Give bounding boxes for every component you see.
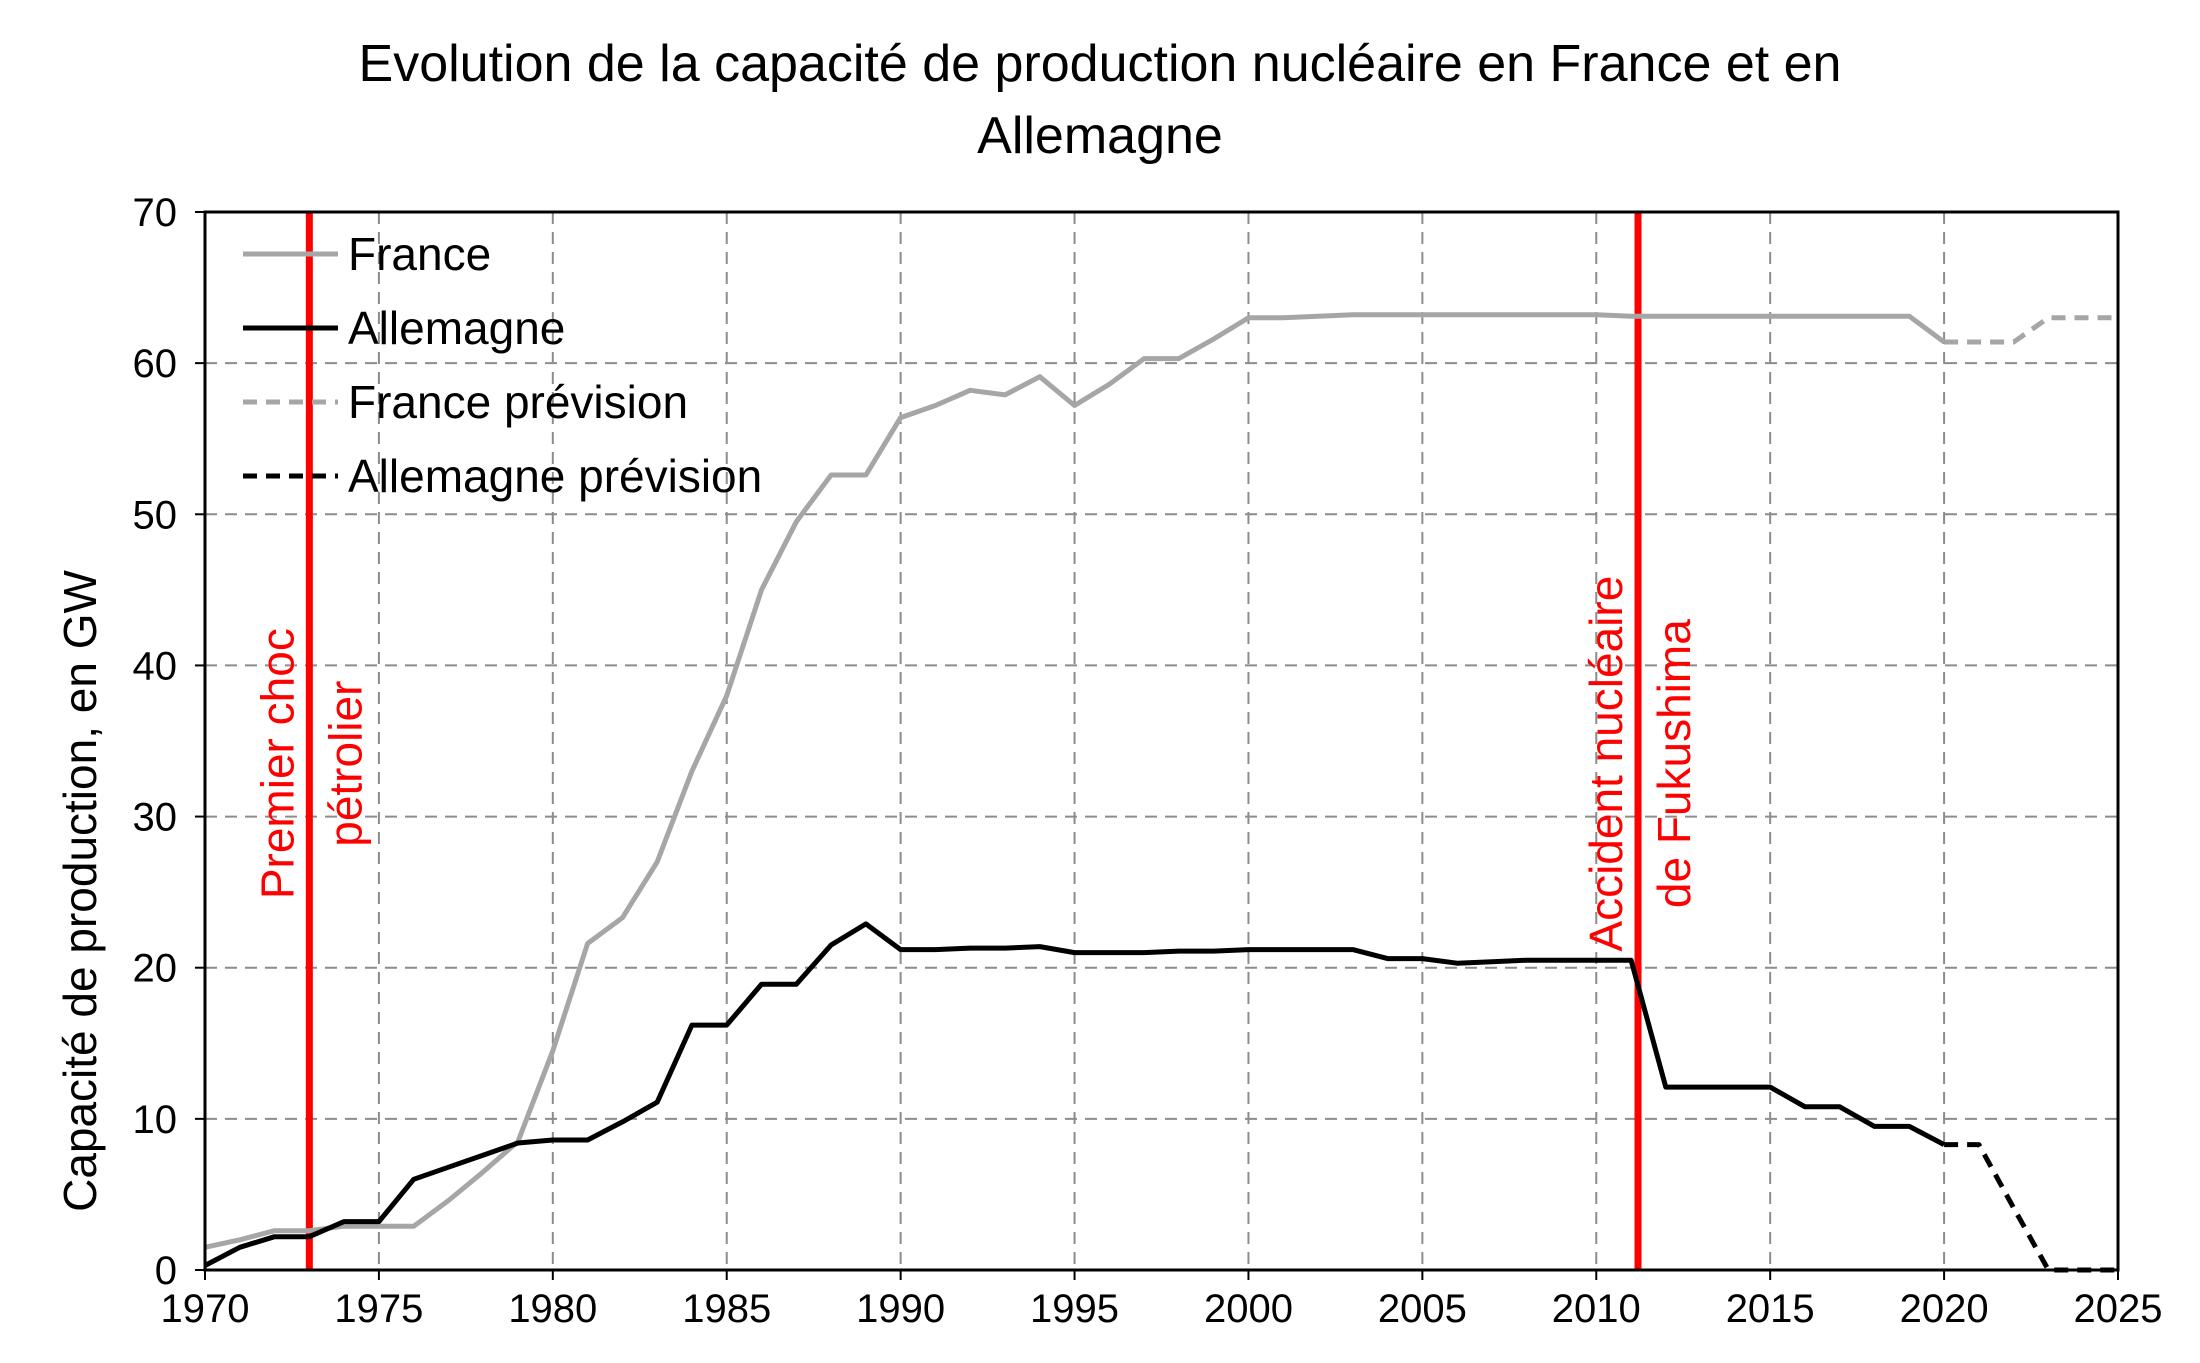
plot-frame [203, 210, 2120, 1272]
x-tick-label-1970: 1970 [161, 1287, 250, 1331]
x-tick-label-1985: 1985 [682, 1287, 771, 1331]
y-tick-label-20: 20 [133, 947, 178, 991]
event-annotation-1: Premier choc pétrolier [251, 628, 371, 899]
y-tick-label-0: 0 [155, 1249, 177, 1293]
x-tick-label-1975: 1975 [334, 1287, 423, 1331]
x-tick-label-2015: 2015 [1726, 1287, 1815, 1331]
y-tick-label-70: 70 [133, 191, 178, 235]
x-tick-label-2020: 2020 [1900, 1287, 1989, 1331]
y-tick-label-40: 40 [133, 644, 178, 688]
y-tick-label-30: 30 [133, 796, 178, 840]
x-tick-label-2010: 2010 [1552, 1287, 1641, 1331]
y-tick-label-50: 50 [133, 493, 178, 537]
legend-label-4: Allemagne prévision [348, 450, 762, 502]
x-tick-label-1980: 1980 [508, 1287, 597, 1331]
x-axis-ticks: 1970 1975 1980 1985 1990 1995 2000 2005 2010 2015… [161, 1270, 2163, 1331]
series-line-france [204, 312, 1946, 1250]
series-lines [203, 312, 2118, 1273]
chart-title-line2: Allemagne [977, 107, 1223, 165]
y-tick-label-10: 10 [133, 1098, 178, 1142]
series-line-allemagne-pr-vision [1944, 1142, 2118, 1273]
y-tick-label-60: 60 [133, 342, 178, 386]
event-label-1-line2: pétrolier [319, 681, 371, 847]
series-line-france-pr-vision [1944, 315, 2118, 345]
y-axis-ticks: 0 10 20 30 40 50 60 70 [133, 191, 205, 1293]
x-tick-label-2000: 2000 [1204, 1287, 1293, 1331]
x-tick-label-2005: 2005 [1378, 1287, 1467, 1331]
series-line-allemagne [203, 921, 1946, 1268]
event-markers: Premier choc pétrolier Accident nucléaire d… [251, 212, 1700, 1270]
event-annotation-2: Accident nucléaire de Fukushima [1580, 576, 1700, 952]
chart-title-line1: Evolution de la capacité de production n… [358, 35, 1842, 93]
x-tick-label-1995: 1995 [1030, 1287, 1119, 1331]
grid-lines [205, 212, 2118, 1270]
legend-label-1: France [348, 228, 491, 280]
legend-label-2: Allemagne [348, 302, 565, 354]
x-tick-label-1990: 1990 [856, 1287, 945, 1331]
legend: France Allemagne France prévision Allemagne… [243, 228, 762, 502]
legend-label-3: France prévision [348, 376, 688, 428]
event-label-1-line1: Premier choc [251, 628, 303, 899]
event-label-2-line2: de Fukushima [1648, 619, 1700, 908]
x-tick-label-2025: 2025 [2074, 1287, 2163, 1331]
event-label-2-line1: Accident nucléaire [1580, 576, 1632, 952]
